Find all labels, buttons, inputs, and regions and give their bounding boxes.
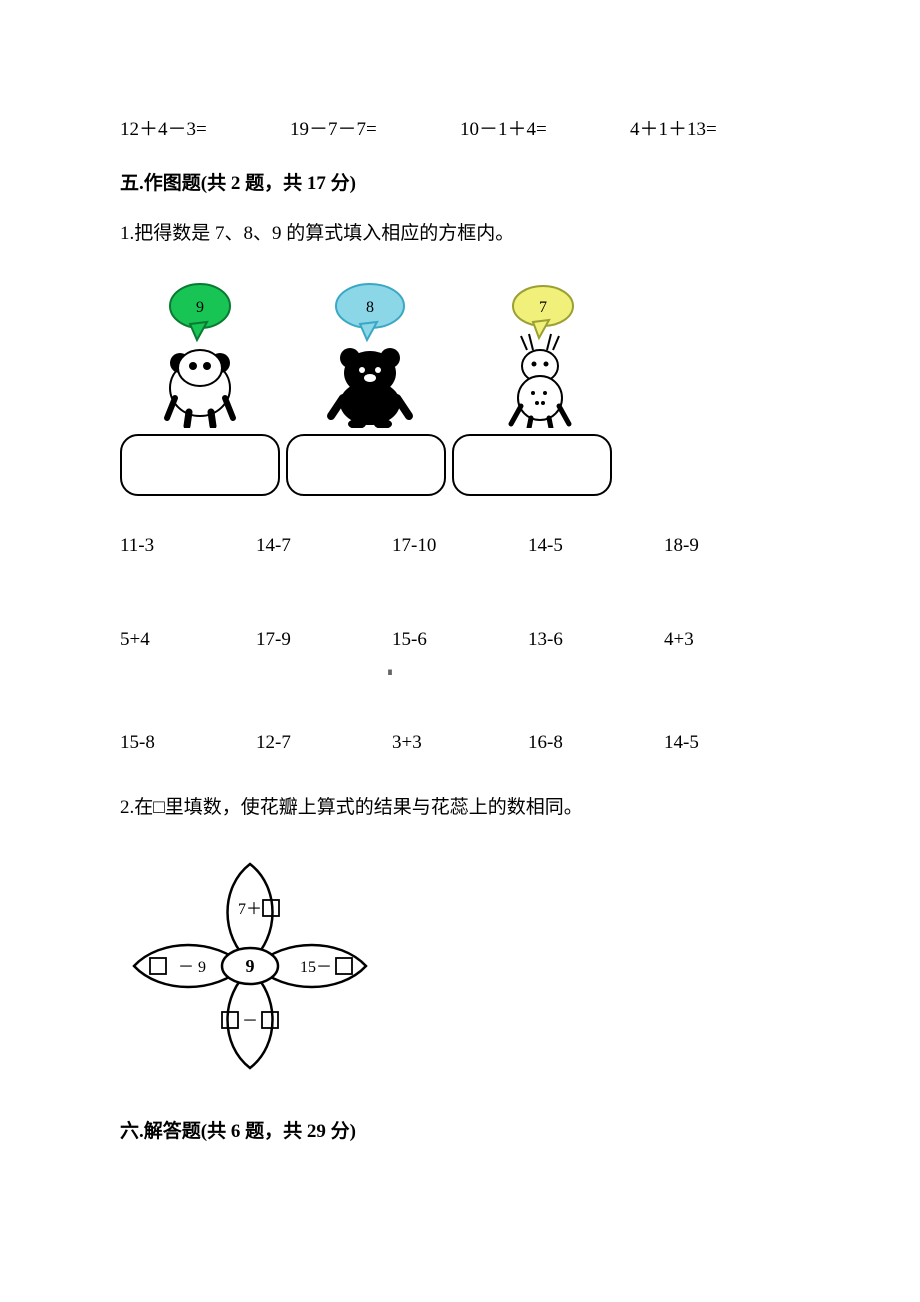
- expr: 5+4: [120, 620, 256, 660]
- answer-box-9: [120, 434, 280, 496]
- answer-box-7: [452, 434, 612, 496]
- expr: 11-3: [120, 526, 256, 566]
- expr: 13-6: [528, 620, 664, 660]
- mascot-9: 9: [120, 278, 280, 428]
- equation: 4＋1＋13=: [630, 110, 800, 150]
- expr: 3+3: [392, 723, 528, 763]
- expression-grid: 11-3 14-7 17-10 14-5 18-9 5+4 17-9 15-6 …: [120, 526, 800, 763]
- answer-box-8: [286, 434, 446, 496]
- expr: 17-9: [256, 620, 392, 660]
- mascot-7: 7: [460, 278, 620, 428]
- svg-text:9: 9: [196, 299, 204, 316]
- equation: 19－7－7=: [290, 110, 460, 150]
- svg-text:8: 8: [366, 299, 374, 316]
- svg-text:15－: 15－: [300, 959, 332, 976]
- flower-svg: 9 7＋ － 9 15－ －: [120, 852, 380, 1082]
- mascots-figure: 9 8: [120, 278, 800, 496]
- equation: 12＋4－3=: [120, 110, 290, 150]
- svg-text:7＋: 7＋: [238, 901, 262, 918]
- section-6-title: 六.解答题(共 6 题，共 29 分): [120, 1112, 800, 1152]
- expr: 18-9: [664, 526, 800, 566]
- svg-text:－: －: [242, 1013, 258, 1030]
- mascot-8-svg: 8: [295, 278, 445, 428]
- expr: 14-5: [664, 723, 800, 763]
- expr: 15-6: [392, 620, 528, 660]
- question-1-prompt: 1.把得数是 7、8、9 的算式填入相应的方框内。: [120, 214, 800, 254]
- equation-row: 12＋4－3= 19－7－7= 10－1＋4= 4＋1＋13=: [120, 110, 800, 150]
- expr: 4+3: [664, 620, 800, 660]
- mascot-8: 8: [290, 278, 450, 428]
- center-dot: ∎: [380, 661, 400, 684]
- section-5-title: 五.作图题(共 2 题，共 17 分): [120, 164, 800, 204]
- expr: 12-7: [256, 723, 392, 763]
- question-2-prompt: 2.在□里填数，使花瓣上算式的结果与花蕊上的数相同。: [120, 788, 800, 828]
- svg-text:9: 9: [246, 956, 255, 976]
- expr: 14-7: [256, 526, 392, 566]
- expr: 17-10: [392, 526, 528, 566]
- mascot-9-svg: 9: [125, 278, 275, 428]
- svg-text:－ 9: － 9: [178, 959, 206, 976]
- expr: 15-8: [120, 723, 256, 763]
- svg-text:7: 7: [539, 299, 547, 316]
- mascot-7-svg: 7: [465, 278, 615, 428]
- expr: 14-5: [528, 526, 664, 566]
- equation: 10－1＋4=: [460, 110, 630, 150]
- flower-figure: 9 7＋ － 9 15－ －: [120, 852, 800, 1082]
- expr: 16-8: [528, 723, 664, 763]
